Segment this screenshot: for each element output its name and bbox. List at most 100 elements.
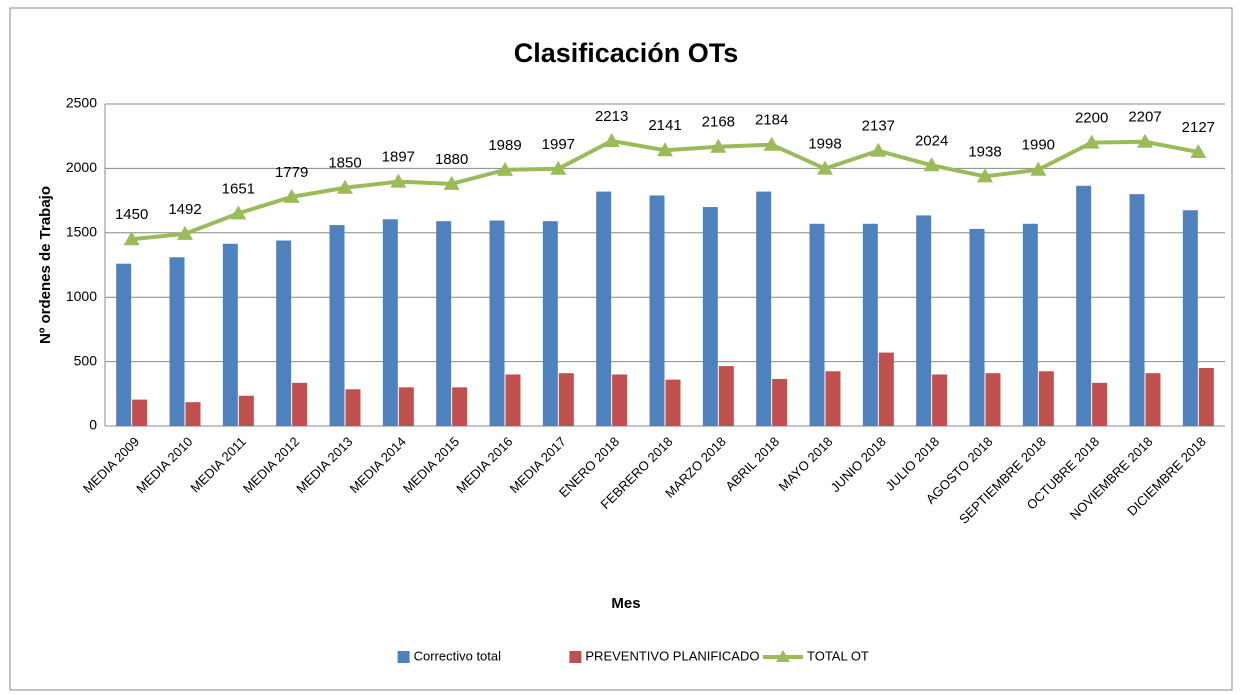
marker [1030,161,1047,176]
y-axis-label: Nº ordenes de Trabajo [37,186,54,344]
data-label: 1779 [275,164,308,181]
marker [123,231,140,246]
legend-swatch [776,650,790,662]
bar [932,374,948,426]
bar [596,191,612,426]
marker [763,136,780,151]
legend-swatch [569,651,582,663]
bar [969,228,985,426]
data-label: 1651 [222,180,255,197]
bar [292,382,308,426]
bar [809,223,825,426]
bar [612,374,628,426]
bar [1076,185,1092,426]
bar [649,195,665,426]
marker [1137,133,1153,148]
marker [977,168,993,183]
legend-label: Correctivo total [414,648,502,663]
bar [916,215,932,426]
bar [542,221,558,426]
data-label: 2141 [648,117,681,134]
y-tick-label: 2500 [66,95,97,111]
bar [756,191,772,426]
data-label: 2200 [1075,110,1108,127]
marker [1190,144,1207,159]
data-label: 1850 [328,155,361,172]
bar [1022,223,1038,426]
bar [505,374,521,426]
bar [1198,368,1214,426]
marker [550,160,567,175]
legend-label: TOTAL OT [807,648,869,663]
y-tick-label: 2000 [66,159,97,175]
y-tick-label: 1000 [66,288,97,304]
marker [923,157,940,172]
bar [169,257,185,426]
data-label: 1938 [968,143,1001,160]
bar [1038,371,1054,426]
bar [132,399,148,426]
bar [345,389,361,426]
bar [489,220,505,426]
y-tick-label: 0 [89,417,97,433]
bar [436,221,452,426]
marker [817,160,833,175]
data-label: 1989 [488,137,521,154]
legend-swatch [397,651,410,663]
bar [665,379,681,426]
bar [329,225,345,426]
marker [230,205,247,220]
data-label: 1450 [115,206,148,223]
bar [1145,373,1161,426]
bar [1182,210,1198,426]
data-label: 1998 [808,136,841,153]
data-label: 2127 [1182,119,1215,136]
marker [177,225,193,240]
legend-label: PREVENTIVO PLANIFICADO [585,648,759,663]
marker [710,138,727,153]
marker [603,132,620,147]
bar [276,240,292,426]
data-label: 1880 [435,151,468,168]
bar [772,378,788,426]
bar [185,402,201,426]
bar [238,395,254,426]
data-label: 2024 [915,132,948,149]
bar [1092,382,1108,426]
data-label: 1492 [168,201,201,218]
bar [825,371,841,426]
chart-title: Clasificación OTs [514,38,739,68]
bar [718,366,734,426]
bar [382,219,398,426]
bar [1129,194,1145,426]
bar [452,387,468,426]
data-label: 2213 [595,108,628,125]
data-label: 2168 [702,114,735,131]
bar [862,223,878,426]
bar [878,352,894,426]
bar [702,207,718,426]
data-label: 2184 [755,112,788,129]
bar [398,387,414,426]
marker [1083,134,1100,149]
y-tick-label: 500 [74,352,98,368]
x-axis-label: Mes [611,595,640,612]
y-tick-label: 1500 [66,224,97,240]
marker [443,175,460,190]
marker [870,142,887,157]
data-label: 1990 [1022,137,1055,154]
marker [283,188,300,203]
marker [390,173,407,188]
data-label: 2137 [862,118,895,135]
marker [337,179,353,194]
bar [222,243,238,426]
data-label: 1997 [542,136,575,153]
bar [985,373,1001,426]
data-label: 1897 [382,149,415,166]
data-label: 2207 [1128,109,1161,126]
marker [657,142,673,157]
marker [497,161,513,176]
bar [558,373,574,426]
